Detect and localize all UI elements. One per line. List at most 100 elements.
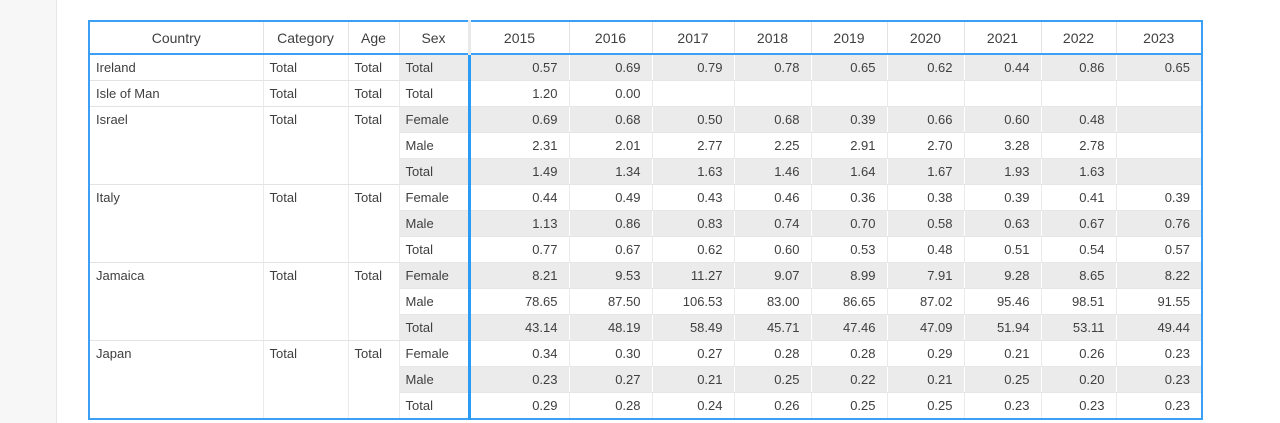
value-cell-2023 <box>1116 158 1202 185</box>
value-cell-2022: 2.78 <box>1041 132 1117 159</box>
table-row: Male 2.31 2.01 2.77 2.25 2.91 2.70 3.28 2.78 <box>89 132 1202 159</box>
age-cell: Total <box>348 340 400 420</box>
value-cell-2022: 0.86 <box>1041 54 1117 81</box>
column-header-2023[interactable]: 2023 <box>1116 21 1202 55</box>
column-header-2022[interactable]: 2022 <box>1041 21 1117 55</box>
value-cell-2018: 0.25 <box>734 366 812 393</box>
value-cell-2019: 8.99 <box>811 262 888 289</box>
column-header-2018[interactable]: 2018 <box>734 21 812 55</box>
table-row: Isle of Man Total Total Total 1.20 0.00 <box>89 80 1202 107</box>
country-cell: Japan <box>89 340 264 420</box>
value-cell-2018: 45.71 <box>734 314 812 341</box>
value-cell-2021: 1.93 <box>964 158 1042 185</box>
value-cell-2015: 0.77 <box>469 236 570 263</box>
table-row: Italy Total Total Female 0.44 0.49 0.43 0.46 0.3… <box>89 184 1202 263</box>
value-cell-2021: 0.44 <box>964 54 1042 81</box>
data-table: Country Category Age Sex 2015 2016 2017 2018 201… <box>88 20 1203 420</box>
value-cell-2020: 47.09 <box>887 314 965 341</box>
value-cell-2015: 0.69 <box>469 106 570 133</box>
table-row: Total 43.14 48.19 58.49 45.71 47.46 47.09 51.94… <box>89 314 1202 341</box>
value-cell-2021: 0.25 <box>964 366 1042 393</box>
value-cell-2015: 2.31 <box>469 132 570 159</box>
column-header-category[interactable]: Category <box>263 21 349 55</box>
value-cell-2016: 0.67 <box>569 236 653 263</box>
column-header-2015[interactable]: 2015 <box>469 21 570 55</box>
value-cell-2015: 1.20 <box>469 80 570 107</box>
column-header-2019[interactable]: 2019 <box>811 21 888 55</box>
table-row: Total 0.77 0.67 0.62 0.60 0.53 0.48 0.51 0.54 0.5… <box>89 236 1202 263</box>
value-cell-2018: 0.46 <box>734 184 812 211</box>
value-cell-2020: 1.67 <box>887 158 965 185</box>
sex-cell: Male <box>399 288 471 315</box>
value-cell-2015: 0.34 <box>469 340 570 367</box>
column-header-sex[interactable]: Sex <box>399 21 471 55</box>
value-cell-2023 <box>1116 106 1202 133</box>
value-cell-2016: 48.19 <box>569 314 653 341</box>
column-header-country[interactable]: Country <box>89 21 264 55</box>
country-cell: Ireland <box>89 54 264 81</box>
value-cell-2022: 0.20 <box>1041 366 1117 393</box>
sex-cell: Male <box>399 366 471 393</box>
sex-cell: Female <box>399 106 471 133</box>
column-header-2021[interactable]: 2021 <box>964 21 1042 55</box>
table-row: Male 1.13 0.86 0.83 0.74 0.70 0.58 0.63 0.67 0.76 <box>89 210 1202 237</box>
value-cell-2016: 0.69 <box>569 54 653 81</box>
column-header-2020[interactable]: 2020 <box>887 21 965 55</box>
table-row: Japan Total Total Female 0.34 0.30 0.27 0.28 0.2… <box>89 340 1202 420</box>
value-cell-2018: 0.68 <box>734 106 812 133</box>
sex-cell: Female <box>399 184 471 211</box>
value-cell-2019: 2.91 <box>811 132 888 159</box>
sex-cell: Total <box>399 158 471 185</box>
value-cell-2018: 0.74 <box>734 210 812 237</box>
value-cell-2015: 43.14 <box>469 314 570 341</box>
value-cell-2016: 0.49 <box>569 184 653 211</box>
value-cell-2023: 0.23 <box>1116 366 1202 393</box>
value-cell-2022: 53.11 <box>1041 314 1117 341</box>
value-cell-2020: 0.29 <box>887 340 965 367</box>
value-cell-2022: 0.26 <box>1041 340 1117 367</box>
value-cell-2018: 0.28 <box>734 340 812 367</box>
value-cell-2020: 0.66 <box>887 106 965 133</box>
value-cell-2017: 0.62 <box>652 236 735 263</box>
value-cell-2019: 47.46 <box>811 314 888 341</box>
value-cell-2021: 3.28 <box>964 132 1042 159</box>
table-body: Ireland Total Total Total 0.57 0.69 0.79 0.78 0.… <box>89 54 1202 420</box>
age-cell: Total <box>348 80 400 107</box>
age-cell: Total <box>348 54 400 81</box>
value-cell-2020 <box>887 80 965 107</box>
category-cell: Total <box>263 106 349 185</box>
value-cell-2021: 0.60 <box>964 106 1042 133</box>
value-cell-2023: 0.57 <box>1116 236 1202 263</box>
value-cell-2023: 0.39 <box>1116 184 1202 211</box>
value-cell-2023: 0.76 <box>1116 210 1202 237</box>
sex-cell: Total <box>399 80 471 107</box>
value-cell-2021: 0.63 <box>964 210 1042 237</box>
value-cell-2017: 0.50 <box>652 106 735 133</box>
column-header-age[interactable]: Age <box>348 21 400 55</box>
sex-cell: Total <box>399 392 471 420</box>
sex-cell: Male <box>399 132 471 159</box>
value-cell-2017: 0.79 <box>652 54 735 81</box>
value-cell-2020: 0.62 <box>887 54 965 81</box>
value-cell-2017: 2.77 <box>652 132 735 159</box>
value-cell-2021: 9.28 <box>964 262 1042 289</box>
age-cell: Total <box>348 106 400 185</box>
value-cell-2020: 0.21 <box>887 366 965 393</box>
column-header-2017[interactable]: 2017 <box>652 21 735 55</box>
value-cell-2016: 9.53 <box>569 262 653 289</box>
value-cell-2017: 11.27 <box>652 262 735 289</box>
country-cell: Israel <box>89 106 264 185</box>
value-cell-2016: 0.00 <box>569 80 653 107</box>
value-cell-2023: 8.22 <box>1116 262 1202 289</box>
value-cell-2016: 0.30 <box>569 340 653 367</box>
value-cell-2016: 0.86 <box>569 210 653 237</box>
value-cell-2023 <box>1116 132 1202 159</box>
age-cell: Total <box>348 262 400 341</box>
category-cell: Total <box>263 340 349 420</box>
value-cell-2015: 0.29 <box>469 392 570 420</box>
column-header-2016[interactable]: 2016 <box>569 21 653 55</box>
value-cell-2022: 0.23 <box>1041 392 1117 420</box>
value-cell-2020: 0.25 <box>887 392 965 420</box>
value-cell-2020: 7.91 <box>887 262 965 289</box>
sex-cell: Total <box>399 236 471 263</box>
